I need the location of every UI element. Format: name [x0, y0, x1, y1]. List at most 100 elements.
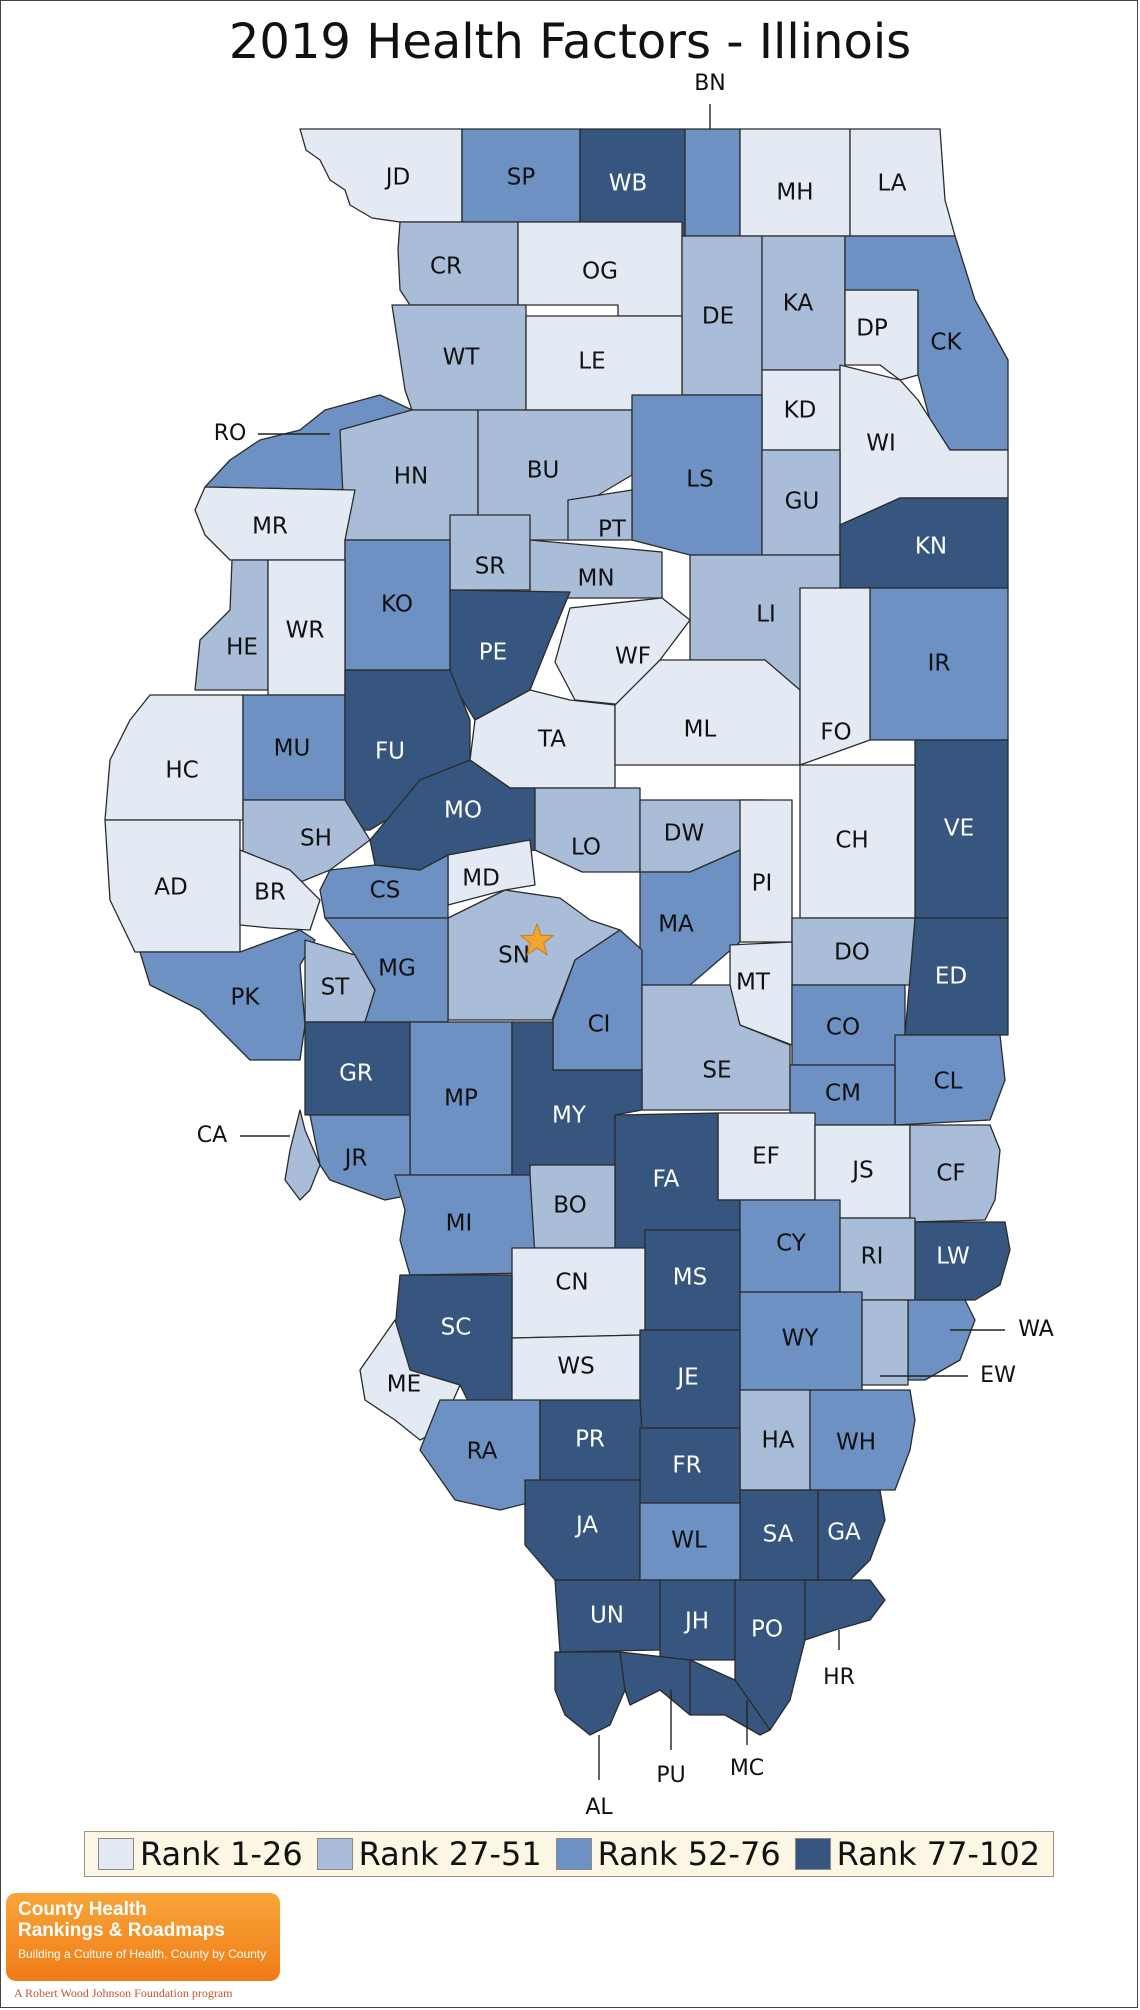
legend-item-rank-27-51: Rank 27-51 — [316, 1835, 542, 1873]
county-label-wa: WA — [1018, 1317, 1054, 1342]
county-label-al: AL — [585, 1795, 613, 1820]
county-label-ko: KO — [381, 592, 413, 618]
county-wa[interactable] — [907, 1299, 976, 1381]
county-label-pu: PU — [656, 1763, 685, 1788]
county-label-cr: CR — [430, 254, 462, 280]
county-label-jr: JR — [343, 1146, 368, 1172]
county-label-me: ME — [387, 1372, 421, 1398]
county-label-ck: CK — [930, 330, 962, 356]
legend-item-rank-1-26: Rank 1-26 — [97, 1835, 303, 1873]
county-he[interactable] — [194, 559, 269, 691]
county-br[interactable] — [239, 849, 321, 931]
county-label-pk: PK — [231, 985, 261, 1011]
county-label-wr: WR — [286, 618, 325, 644]
county-label-ms: MS — [673, 1265, 707, 1291]
county-al[interactable] — [554, 1651, 626, 1736]
legend-swatch — [555, 1838, 592, 1870]
county-label-ve: VE — [944, 816, 974, 842]
county-label-ir: IR — [928, 651, 951, 677]
county-label-mu: MU — [274, 736, 311, 762]
county-label-ra: RA — [467, 1439, 498, 1465]
county-label-ca: CA — [197, 1123, 227, 1148]
county-jr[interactable] — [309, 1114, 411, 1201]
county-label-ci: CI — [588, 1012, 611, 1038]
county-label-li: LI — [756, 602, 776, 628]
county-label-cf: CF — [936, 1161, 965, 1187]
county-ed[interactable] — [904, 917, 1009, 1036]
county-labels: JD SP WB BN MH LA CR OG DE KA DP CK WT LE RO KD WI HN BU LS… — [154, 71, 1054, 1820]
county-label-bo: BO — [553, 1193, 586, 1219]
county-me[interactable] — [359, 1319, 461, 1441]
county-label-ga: GA — [827, 1520, 861, 1546]
county-label-bu: BU — [527, 458, 560, 484]
county-label-ew: EW — [980, 1363, 1016, 1388]
county-label-se: SE — [702, 1058, 731, 1084]
county-pt[interactable] — [567, 489, 633, 541]
county-label-ri: RI — [861, 1244, 884, 1270]
sponsor-text: A Robert Wood Johnson Foundation program — [14, 1986, 233, 2000]
county-label-sp: SP — [507, 165, 536, 191]
county-label-co: CO — [826, 1015, 860, 1041]
county-label-jd: JD — [384, 165, 411, 191]
county-label-mg: MG — [378, 956, 416, 982]
county-label-st: ST — [321, 975, 351, 1001]
county-label-ro: RO — [214, 421, 247, 446]
county-label-ws: WS — [557, 1354, 594, 1380]
county-label-sh: SH — [300, 826, 332, 852]
county-label-cm: CM — [825, 1081, 861, 1107]
legend-item-rank-52-76: Rank 52-76 — [555, 1835, 781, 1873]
county-label-dw: DW — [664, 821, 704, 847]
callout-lines — [240, 104, 1005, 1780]
county-label-ef: EF — [752, 1144, 780, 1170]
county-label-og: OG — [582, 259, 618, 285]
county-label-pr: PR — [575, 1427, 605, 1453]
county-label-ch: CH — [835, 828, 868, 854]
county-bn[interactable] — [684, 128, 741, 237]
county-lo[interactable] — [534, 787, 641, 873]
county-label-wt: WT — [443, 345, 481, 371]
county-fo[interactable] — [799, 587, 871, 766]
county-label-la: LA — [877, 171, 906, 197]
county-label-lo: LO — [571, 835, 601, 861]
legend-label: Rank 27-51 — [358, 1835, 542, 1873]
county-ca[interactable] — [284, 1109, 321, 1201]
county-label-bn: BN — [694, 71, 726, 96]
county-label-fr: FR — [672, 1453, 701, 1479]
legend-swatch — [794, 1838, 831, 1870]
legend-swatch — [316, 1838, 353, 1870]
county-pu[interactable] — [619, 1651, 691, 1716]
county-label-pe: PE — [479, 640, 507, 666]
county-label-sa: SA — [763, 1522, 794, 1548]
chrr-logo[interactable]: County Health Rankings & Roadmaps Buildi… — [6, 1893, 280, 1981]
county-label-le: LE — [578, 349, 605, 375]
county-label-cn: CN — [555, 1270, 588, 1296]
county-ew[interactable] — [861, 1299, 909, 1386]
county-label-mn: MN — [577, 566, 614, 592]
legend-swatch — [97, 1838, 134, 1870]
county-cs[interactable] — [319, 854, 449, 919]
county-jd[interactable] — [299, 128, 463, 223]
county-label-kn: KN — [915, 534, 947, 560]
county-label-wl: WL — [671, 1528, 707, 1554]
county-label-pi: PI — [752, 871, 773, 897]
county-label-ja: JA — [574, 1513, 598, 1539]
county-label-po: PO — [751, 1617, 783, 1643]
star-icon — [519, 922, 555, 956]
legend: Rank 1-26 Rank 27-51 Rank 52-76 Rank 77-… — [84, 1831, 1054, 1877]
county-label-hc: HC — [165, 758, 198, 784]
county-hr[interactable] — [804, 1579, 886, 1641]
county-label-mh: MH — [776, 180, 813, 206]
county-la[interactable] — [849, 128, 956, 237]
county-label-je: JE — [675, 1365, 698, 1391]
county-label-ta: TA — [537, 727, 566, 753]
county-label-br: BR — [254, 880, 286, 906]
county-label-wi: WI — [866, 431, 896, 457]
county-mc[interactable] — [689, 1659, 771, 1736]
illinois-county-map: JD SP WB BN MH LA CR OG DE KA DP CK WT LE RO KD WI HN BU LS… — [104, 71, 1054, 1820]
county-label-do: DO — [834, 940, 870, 966]
county-label-lw: LW — [936, 1244, 969, 1270]
county-label-cs: CS — [370, 878, 401, 904]
county-label-dp: DP — [856, 316, 888, 342]
county-label-js: JS — [850, 1158, 873, 1184]
